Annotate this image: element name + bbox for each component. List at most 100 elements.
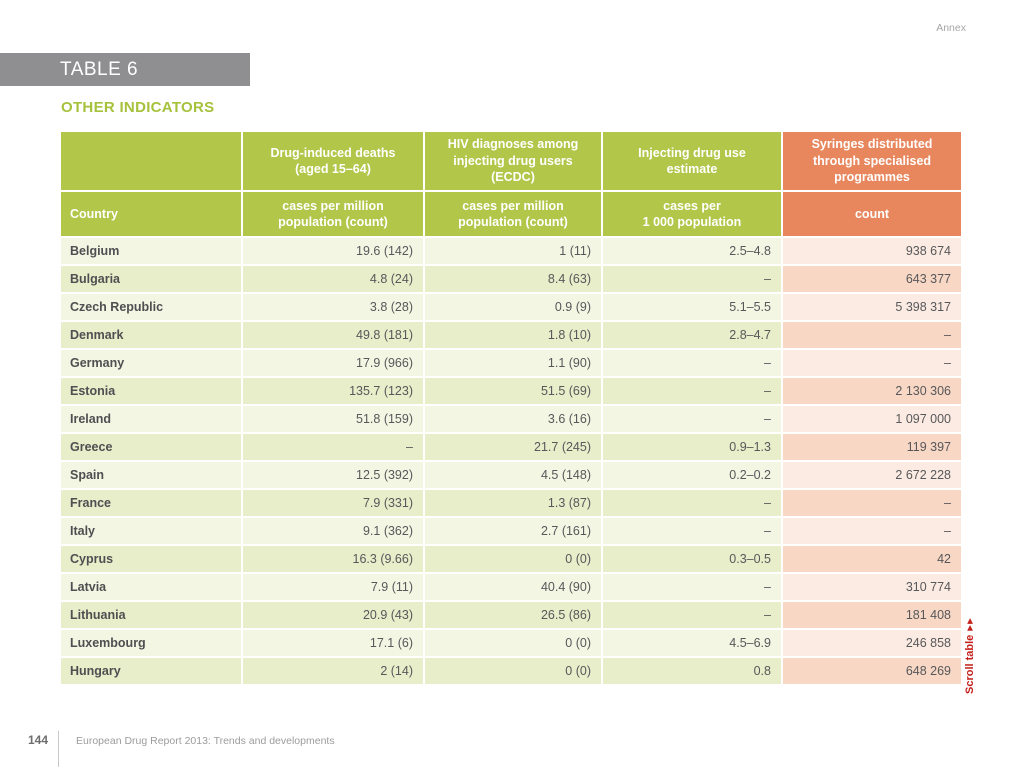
indicators-table: Drug-induced deaths (aged 15–64) HIV diag… <box>59 130 963 686</box>
table-row: Bulgaria 4.8 (24) 8.4 (63) –643 377 <box>61 266 961 292</box>
country-cell: Greece <box>61 434 241 460</box>
syringes-cell: 1 097 000 <box>783 406 961 432</box>
country-cell: Bulgaria <box>61 266 241 292</box>
hiv-cell: 3.6 (16) <box>425 406 601 432</box>
syringes-cell: 938 674 <box>783 238 961 264</box>
deaths-cell: 16.3 (9.66) <box>243 546 423 572</box>
country-cell: France <box>61 490 241 516</box>
idu-cell: 2.5–4.8 <box>603 238 781 264</box>
syringes-cell: 643 377 <box>783 266 961 292</box>
deaths-cell: – <box>243 434 423 460</box>
header-subtitle-row: Country cases per million population (cou… <box>61 192 961 236</box>
table-row: Hungary 2 (14) 0 (0) 0.8 648 269 <box>61 658 961 684</box>
idu-cell: – <box>603 602 781 628</box>
syringes-cell: 246 858 <box>783 630 961 656</box>
table-header: Drug-induced deaths (aged 15–64) HIV diag… <box>61 132 961 236</box>
syringes-cell: 648 269 <box>783 658 961 684</box>
table-row: Germany 17.9 (966) 1.1 (90) – – <box>61 350 961 376</box>
idu-cell: 4.5–6.9 <box>603 630 781 656</box>
deaths-cell: 20.9 (43) <box>243 602 423 628</box>
table-row: Lithuania 20.9 (43) 26.5 (86) –181 408 <box>61 602 961 628</box>
idu-cell: – <box>603 378 781 404</box>
hiv-cell: 1.8 (10) <box>425 322 601 348</box>
deaths-cell: 19.6 (142) <box>243 238 423 264</box>
country-cell: Denmark <box>61 322 241 348</box>
deaths-cell: 51.8 (159) <box>243 406 423 432</box>
table-row: Cyprus 16.3 (9.66) 0 (0) 0.3–0.5 42 <box>61 546 961 572</box>
country-cell: Estonia <box>61 378 241 404</box>
table-row: Greece –21.7 (245) 0.9–1.3 119 397 <box>61 434 961 460</box>
hiv-cell: 26.5 (86) <box>425 602 601 628</box>
scroll-table-indicator[interactable]: Scroll table ▶▶ <box>964 597 984 694</box>
hiv-cell: 40.4 (90) <box>425 574 601 600</box>
syringes-cell: 310 774 <box>783 574 961 600</box>
country-cell: Latvia <box>61 574 241 600</box>
syringes-cell: 2 130 306 <box>783 378 961 404</box>
idu-cell: 2.8–4.7 <box>603 322 781 348</box>
column-title-2: Injecting drug use estimate <box>603 132 781 190</box>
footer-text: European Drug Report 2013: Trends and de… <box>76 735 335 747</box>
column-title-0: Drug-induced deaths (aged 15–64) <box>243 132 423 190</box>
column-subtitle-0: cases per million population (count) <box>243 192 423 236</box>
deaths-cell: 9.1 (362) <box>243 518 423 544</box>
syringes-cell: 119 397 <box>783 434 961 460</box>
table-body: Belgium 19.6 (142) 1 (11) 2.5–4.8 938 674 Bul… <box>61 238 961 684</box>
country-cell: Lithuania <box>61 602 241 628</box>
country-header: Country <box>61 192 241 236</box>
idu-cell: 0.2–0.2 <box>603 462 781 488</box>
deaths-cell: 17.1 (6) <box>243 630 423 656</box>
hiv-cell: 1 (11) <box>425 238 601 264</box>
table-row: Spain 12.5 (392) 4.5 (148) 0.2–0.2 2 672 228 <box>61 462 961 488</box>
country-cell: Luxembourg <box>61 630 241 656</box>
hiv-cell: 8.4 (63) <box>425 266 601 292</box>
table-row: Italy 9.1 (362) 2.7 (161) – – <box>61 518 961 544</box>
scroll-arrows-icon: ▶▶ <box>965 617 974 631</box>
country-cell: Czech Republic <box>61 294 241 320</box>
deaths-cell: 2 (14) <box>243 658 423 684</box>
column-subtitle-2: cases per 1 000 population <box>603 192 781 236</box>
table-row: France 7.9 (331) 1.3 (87) – – <box>61 490 961 516</box>
syringes-cell: – <box>783 350 961 376</box>
table-tag: TABLE 6 <box>60 59 139 80</box>
hiv-cell: 1.3 (87) <box>425 490 601 516</box>
syringes-cell: – <box>783 322 961 348</box>
header-title-row: Drug-induced deaths (aged 15–64) HIV diag… <box>61 132 961 190</box>
idu-cell: – <box>603 574 781 600</box>
deaths-cell: 4.8 (24) <box>243 266 423 292</box>
deaths-cell: 7.9 (11) <box>243 574 423 600</box>
annex-label: Annex <box>936 22 966 34</box>
scroll-table-label: Scroll table <box>964 634 976 694</box>
idu-cell: – <box>603 350 781 376</box>
hiv-cell: 51.5 (69) <box>425 378 601 404</box>
page-number: 144 <box>28 733 49 747</box>
table-row: Belgium 19.6 (142) 1 (11) 2.5–4.8 938 674 <box>61 238 961 264</box>
idu-cell: 0.8 <box>603 658 781 684</box>
table-row: Luxembourg 17.1 (6) 0 (0) 4.5–6.9 246 858 <box>61 630 961 656</box>
country-cell: Germany <box>61 350 241 376</box>
syringes-cell: 5 398 317 <box>783 294 961 320</box>
idu-cell: – <box>603 518 781 544</box>
syringes-cell: 42 <box>783 546 961 572</box>
hiv-cell: 0 (0) <box>425 546 601 572</box>
column-title-3: Syringes distributed through specialised… <box>783 132 961 190</box>
page-title: OTHER INDICATORS <box>61 99 215 116</box>
syringes-cell: – <box>783 490 961 516</box>
idu-cell: – <box>603 406 781 432</box>
hiv-cell: 0 (0) <box>425 630 601 656</box>
deaths-cell: 17.9 (966) <box>243 350 423 376</box>
deaths-cell: 12.5 (392) <box>243 462 423 488</box>
table-row: Latvia 7.9 (11) 40.4 (90) –310 774 <box>61 574 961 600</box>
country-cell: Belgium <box>61 238 241 264</box>
corner-cell <box>61 132 241 190</box>
deaths-cell: 3.8 (28) <box>243 294 423 320</box>
country-cell: Ireland <box>61 406 241 432</box>
column-title-1: HIV diagnoses among injecting drug users… <box>425 132 601 190</box>
table-row: Estonia 135.7 (123) 51.5 (69) –2 130 306 <box>61 378 961 404</box>
idu-cell: – <box>603 490 781 516</box>
country-cell: Cyprus <box>61 546 241 572</box>
hiv-cell: 2.7 (161) <box>425 518 601 544</box>
deaths-cell: 135.7 (123) <box>243 378 423 404</box>
hiv-cell: 4.5 (148) <box>425 462 601 488</box>
hiv-cell: 0.9 (9) <box>425 294 601 320</box>
idu-cell: 0.9–1.3 <box>603 434 781 460</box>
